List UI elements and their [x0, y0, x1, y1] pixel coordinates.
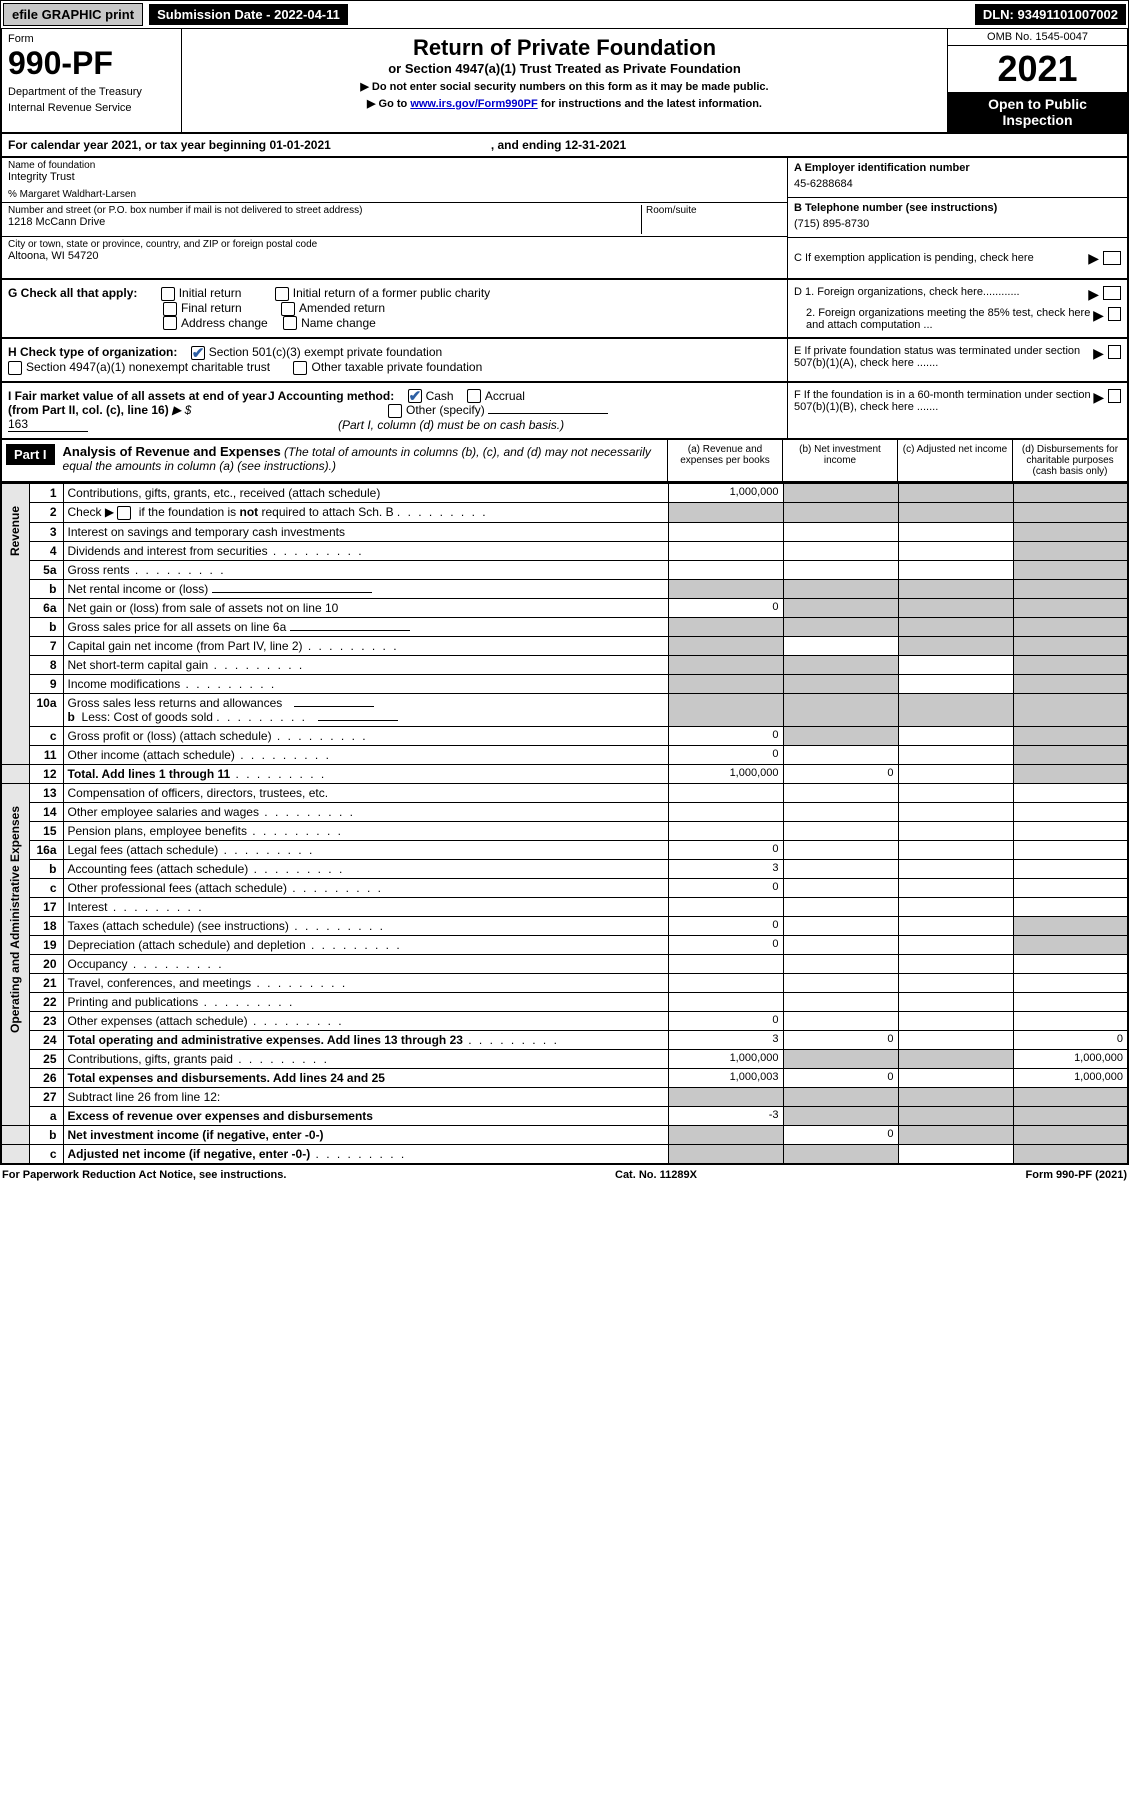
checkbox-d1[interactable] — [1103, 286, 1121, 300]
goto-note: ▶ Go to www.irs.gov/Form990PF for instru… — [188, 97, 941, 110]
part1-header-row: Part I Analysis of Revenue and Expenses … — [0, 440, 1129, 483]
revenue-section-label: Revenue — [8, 486, 22, 576]
dln-label: DLN: 93491101007002 — [975, 4, 1126, 25]
checkbox-sch-b[interactable] — [117, 506, 131, 520]
arrow-icon: ▶ — [1088, 250, 1099, 267]
open-to-public: Open to Public Inspection — [948, 92, 1127, 132]
part1-grid: Revenue 1Contributions, gifts, grants, e… — [0, 483, 1129, 1165]
checkbox-e[interactable] — [1108, 345, 1121, 359]
checkbox-c[interactable] — [1103, 251, 1121, 265]
col-d-header: (d) Disbursements for charitable purpose… — [1012, 440, 1127, 481]
form-footer-label: Form 990-PF (2021) — [1026, 1169, 1127, 1181]
col-b-header: (b) Net investment income — [782, 440, 897, 481]
dept-treasury: Department of the Treasury — [8, 86, 175, 98]
checkbox-final-return[interactable] — [163, 302, 177, 316]
foundation-name: Integrity Trust — [8, 171, 781, 183]
h-label: H Check type of organization: — [8, 345, 177, 359]
checkbox-amended[interactable] — [281, 302, 295, 316]
checkbox-initial-public[interactable] — [275, 287, 289, 301]
checkbox-other-taxable[interactable] — [293, 361, 307, 375]
j-label: J Accounting method: — [268, 389, 394, 403]
check-g-row: G Check all that apply: Initial return I… — [0, 280, 1129, 339]
tax-year: 2021 — [948, 46, 1127, 92]
f-label: F If the foundation is in a 60-month ter… — [794, 389, 1093, 433]
irs-link[interactable]: www.irs.gov/Form990PF — [410, 98, 537, 110]
form-header: Form 990-PF Department of the Treasury I… — [0, 29, 1129, 134]
name-label: Name of foundation — [8, 160, 781, 171]
fmv-value: 163 — [8, 417, 88, 432]
i-label: I Fair market value of all assets at end… — [8, 389, 267, 417]
tel-value: (715) 895-8730 — [794, 218, 1121, 230]
checkbox-4947[interactable] — [8, 361, 22, 375]
ein-value: 45-6288684 — [794, 178, 1121, 190]
top-bar: efile GRAPHIC print Submission Date - 20… — [0, 0, 1129, 29]
ein-label: A Employer identification number — [794, 162, 970, 174]
room-label: Room/suite — [646, 205, 781, 216]
j-note: (Part I, column (d) must be on cash basi… — [338, 418, 564, 432]
efile-print-button[interactable]: efile GRAPHIC print — [3, 3, 143, 26]
calendar-year-row: For calendar year 2021, or tax year begi… — [0, 134, 1129, 158]
street-address: 1218 McCann Drive — [8, 216, 641, 228]
form-number: 990-PF — [8, 45, 175, 82]
cat-number: Cat. No. 11289X — [615, 1169, 697, 1181]
entity-block: Name of foundation Integrity Trust % Mar… — [0, 158, 1129, 280]
page-footer: For Paperwork Reduction Act Notice, see … — [0, 1165, 1129, 1185]
paperwork-notice: For Paperwork Reduction Act Notice, see … — [2, 1169, 286, 1181]
d2-label: 2. Foreign organizations meeting the 85%… — [794, 307, 1093, 331]
part1-label: Part I — [6, 444, 55, 465]
city-state-zip: Altoona, WI 54720 — [8, 250, 781, 262]
omb-number: OMB No. 1545-0047 — [948, 29, 1127, 46]
checkbox-cash[interactable] — [408, 389, 422, 403]
col-c-header: (c) Adjusted net income — [897, 440, 1012, 481]
checkbox-accrual[interactable] — [467, 389, 481, 403]
checkbox-other-method[interactable] — [388, 404, 402, 418]
exemption-pending-label: C If exemption application is pending, c… — [794, 252, 1034, 264]
checkbox-name-change[interactable] — [283, 316, 297, 330]
expenses-section-label: Operating and Administrative Expenses — [8, 786, 22, 1053]
checkbox-d2[interactable] — [1108, 307, 1121, 321]
submission-date: Submission Date - 2022-04-11 — [149, 4, 348, 25]
col-a-header: (a) Revenue and expenses per books — [667, 440, 782, 481]
form-label: Form — [8, 33, 175, 45]
check-h-row: H Check type of organization: Section 50… — [0, 339, 1129, 383]
care-of: % Margaret Waldhart-Larsen — [8, 189, 781, 200]
checkbox-initial-return[interactable] — [161, 287, 175, 301]
form-subtitle: or Section 4947(a)(1) Trust Treated as P… — [188, 61, 941, 76]
tel-label: B Telephone number (see instructions) — [794, 202, 997, 214]
addr-label: Number and street (or P.O. box number if… — [8, 205, 641, 216]
ssn-warning: ▶ Do not enter social security numbers o… — [188, 80, 941, 93]
form-title: Return of Private Foundation — [188, 35, 941, 61]
checkbox-addr-change[interactable] — [163, 316, 177, 330]
city-label: City or town, state or province, country… — [8, 239, 781, 250]
d1-label: D 1. Foreign organizations, check here..… — [794, 286, 1020, 303]
check-ij-row: I Fair market value of all assets at end… — [0, 383, 1129, 441]
irs-label: Internal Revenue Service — [8, 102, 175, 114]
checkbox-501c3[interactable] — [191, 346, 205, 360]
e-label: E If private foundation status was termi… — [794, 345, 1093, 375]
g-label: G Check all that apply: — [8, 286, 137, 300]
checkbox-f[interactable] — [1108, 389, 1121, 403]
